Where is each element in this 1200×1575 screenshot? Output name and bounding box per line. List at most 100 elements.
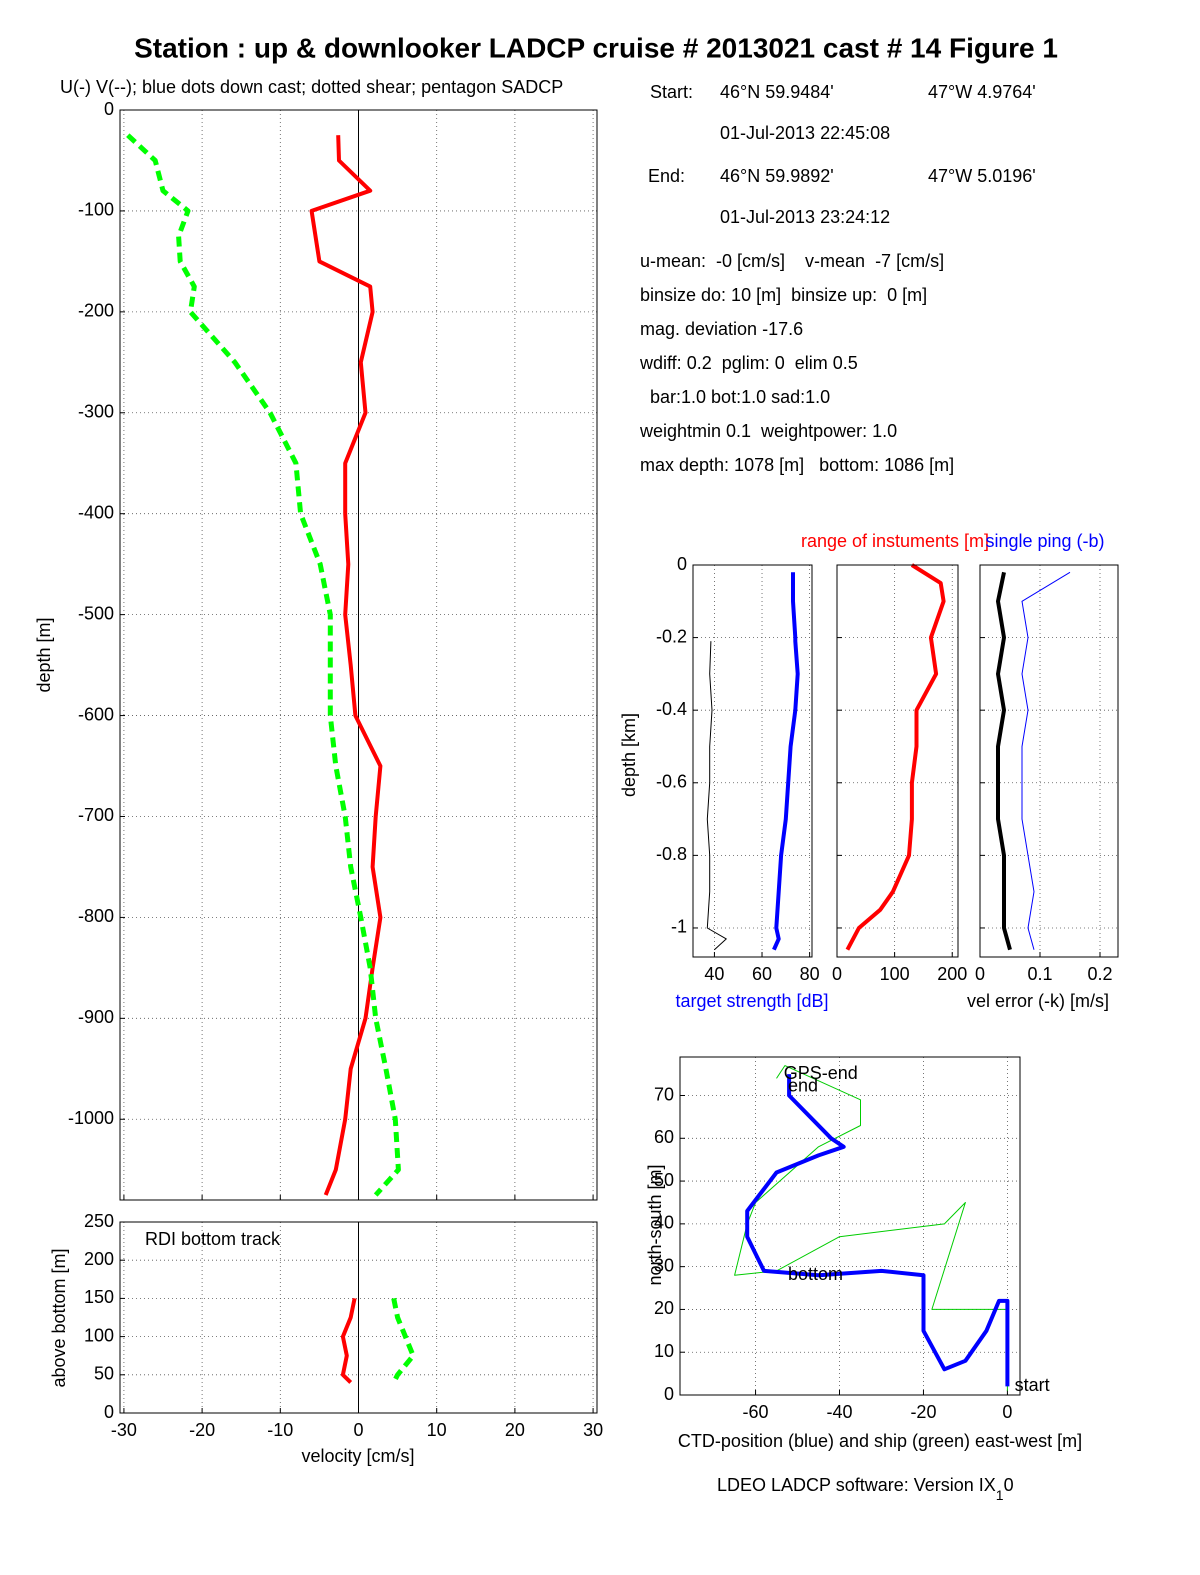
y-tick-label: 30: [654, 1255, 674, 1275]
end-label: End:: [648, 166, 685, 186]
y-tick-label: 200: [84, 1249, 114, 1269]
x-axis-label: CTD-position (blue) and ship (green) eas…: [678, 1431, 1082, 1451]
panel: 40 60 80 0 -0.2 -0.4 -0.6 -0.8 -1: [656, 554, 820, 984]
series-line: [126, 133, 401, 1197]
x-tick-label: 40: [704, 964, 724, 984]
info-line: mag. deviation -17.6: [640, 319, 803, 339]
y-tick-label: -1000: [68, 1108, 114, 1128]
y-tick-label: -600: [78, 704, 114, 724]
info-lines: u-mean: -0 [cm/s] v-mean -7 [cm/s] binsiz…: [639, 251, 954, 475]
x-tick-label: 0.2: [1087, 964, 1112, 984]
y-tick-label: -400: [78, 502, 114, 522]
plot-frame: [836, 564, 959, 958]
x-tick-label: -20: [189, 1420, 215, 1440]
y-tick-label: -500: [78, 603, 114, 623]
plot-frame: [679, 1056, 1021, 1396]
x-tick-label: 0: [975, 964, 985, 984]
end-lon: 47°W 5.0196': [928, 166, 1036, 186]
footer: LDEO LADCP software: Version IX10: [717, 1475, 1014, 1503]
x-axis-label: velocity [cm/s]: [301, 1446, 414, 1466]
x-tick-label: -20: [910, 1402, 936, 1422]
y-tick-label: -1: [671, 917, 687, 937]
y-tick-label: 150: [84, 1287, 114, 1307]
panel: -30 -20 -10 0 10 20 30 0 50 100 150 200 250: [84, 1211, 603, 1440]
y-axis-label: depth [km]: [619, 713, 639, 797]
x-tick-label: 200: [937, 964, 967, 984]
panel: 0 100 200: [832, 563, 967, 984]
y-tick-label: 100: [84, 1325, 114, 1345]
x-tick-label: 0: [353, 1420, 363, 1440]
panel-title: single ping (-b): [985, 531, 1104, 551]
y-tick-label: -700: [78, 805, 114, 825]
x-tick-label: 0: [832, 964, 842, 984]
panel: 0 0.1 0.2: [975, 564, 1119, 984]
x-axis-label: vel error (-k) [m/s]: [967, 991, 1109, 1011]
info-line: binsize do: 10 [m] binsize up: 0 [m]: [640, 285, 927, 305]
info-line: max depth: 1078 [m] bottom: 1086 [m]: [640, 455, 954, 475]
x-tick-label: 30: [583, 1420, 603, 1440]
y-tick-label: -800: [78, 906, 114, 926]
series-line: [772, 572, 800, 951]
info-line: u-mean: -0 [cm/s] v-mean -7 [cm/s]: [640, 251, 944, 271]
y-tick-label: 50: [654, 1170, 674, 1190]
start-time: 01-Jul-2013 22:45:08: [720, 123, 890, 143]
end-time: 01-Jul-2013 23:24:12: [720, 207, 890, 227]
plot-frame: [979, 564, 1119, 958]
annotation: start: [1015, 1375, 1050, 1395]
plot-frame: [692, 564, 813, 958]
y-tick-label: 70: [654, 1084, 674, 1104]
annotation: GPS-end: [784, 1063, 858, 1083]
y-tick-label: -0.6: [656, 772, 687, 792]
x-tick-label: 20: [505, 1420, 525, 1440]
plot-frame: [119, 1221, 598, 1414]
x-tick-label: 60: [752, 964, 772, 984]
plot-frame: [119, 109, 598, 1201]
series-line: [734, 1065, 1008, 1391]
y-tick-label: 10: [654, 1341, 674, 1361]
y-tick-label: 0: [104, 1402, 114, 1422]
annotation: bottom: [788, 1264, 843, 1284]
y-tick-label: -100: [78, 200, 114, 220]
y-tick-label: -200: [78, 301, 114, 321]
footer-after: 0: [1004, 1475, 1014, 1495]
series-line: [706, 641, 727, 951]
info-line: bar:1.0 bot:1.0 sad:1.0: [640, 387, 830, 407]
annotation: RDI bottom track: [145, 1229, 281, 1249]
start-lat: 46°N 59.9484': [720, 82, 834, 102]
x-tick-label: -40: [826, 1402, 852, 1422]
footer-text: LDEO LADCP software: Version IX: [717, 1475, 996, 1495]
y-tick-label: 0: [104, 99, 114, 119]
y-axis-label: depth [m]: [34, 617, 54, 692]
series-line: [391, 1297, 416, 1384]
start-label: Start:: [650, 82, 693, 102]
x-tick-label: -10: [267, 1420, 293, 1440]
subtitle: U(-) V(--); blue dots down cast; dotted …: [60, 77, 563, 97]
info-line: wdiff: 0.2 pglim: 0 elim 0.5: [639, 353, 858, 373]
x-tick-label: 100: [880, 964, 910, 984]
y-tick-label: -0.8: [656, 844, 687, 864]
x-tick-label: 0: [1002, 1402, 1012, 1422]
info-line: weightmin 0.1 weightpower: 1.0: [639, 421, 897, 441]
series-line: [996, 571, 1012, 951]
y-tick-label: -300: [78, 402, 114, 422]
x-tick-label: 0.1: [1027, 964, 1052, 984]
series-line: [1021, 571, 1071, 950]
annotation: end: [788, 1076, 818, 1096]
y-tick-label: 50: [94, 1364, 114, 1384]
series-line: [745, 1074, 1010, 1387]
y-tick-label: 40: [654, 1213, 674, 1233]
x-tick-label: 80: [800, 964, 820, 984]
series-line: [309, 135, 383, 1196]
start-lon: 47°W 4.9764': [928, 82, 1036, 102]
footer-subscript: 1: [996, 1487, 1004, 1503]
x-axis-label: target strength [dB]: [675, 991, 828, 1011]
y-tick-label: 20: [654, 1298, 674, 1318]
y-axis-label: north-south [m]: [645, 1164, 665, 1285]
series-line: [845, 563, 946, 951]
x-tick-label: -60: [743, 1402, 769, 1422]
figure-title: Station : up & downlooker LADCP cruise #…: [134, 32, 1058, 63]
y-tick-label: -0.4: [656, 699, 687, 719]
y-axis-label: above bottom [m]: [49, 1248, 69, 1387]
